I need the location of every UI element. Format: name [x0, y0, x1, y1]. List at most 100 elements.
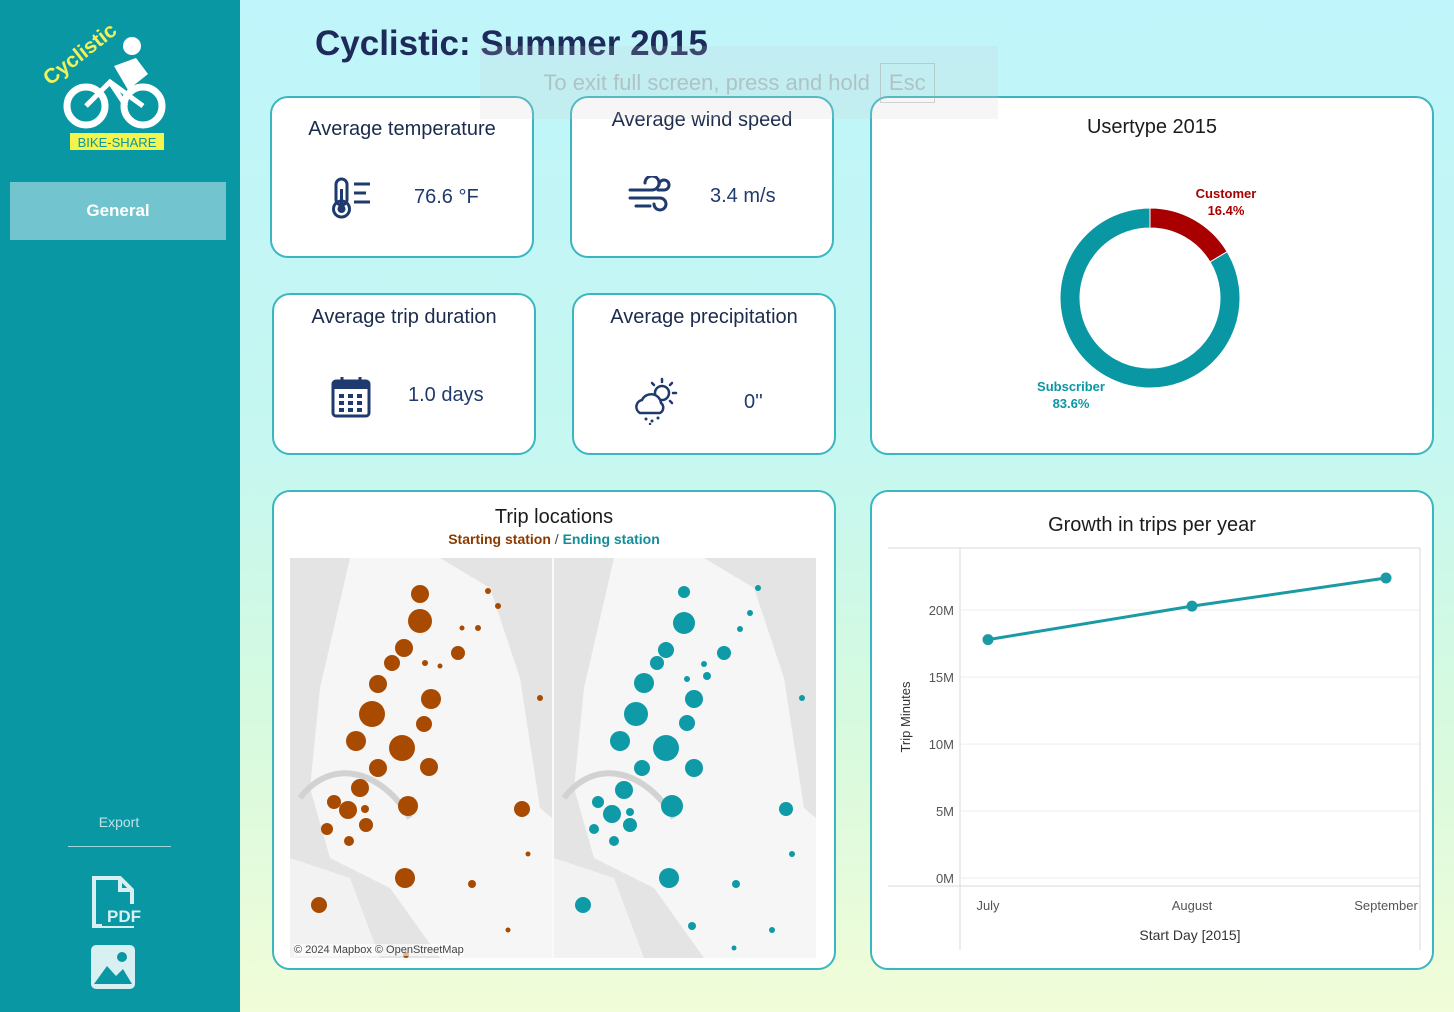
start-station-dot[interactable] [421, 689, 441, 709]
end-station-dot[interactable] [653, 735, 679, 761]
start-station-dot[interactable] [384, 655, 400, 671]
pdf-icon[interactable]: PDF [90, 874, 146, 928]
start-station-dot[interactable] [361, 805, 369, 813]
end-station-dot[interactable] [603, 805, 621, 823]
data-point[interactable] [982, 634, 994, 646]
export-label: Export [98, 814, 140, 830]
end-station-dot[interactable] [634, 673, 654, 693]
start-station-dot[interactable] [327, 795, 341, 809]
end-station-dot[interactable] [688, 922, 696, 930]
start-station-dot[interactable] [359, 701, 385, 727]
end-station-dot[interactable] [732, 880, 740, 888]
data-point[interactable] [1380, 572, 1392, 584]
end-station-dot[interactable] [661, 795, 683, 817]
map-title: Trip locations [494, 506, 614, 528]
kpi-card-wind: Average wind speed 3.4 m/s [570, 96, 834, 258]
start-station-dot[interactable] [346, 731, 366, 751]
start-station-dot[interactable] [459, 625, 465, 631]
usertype-card: Usertype 2015 Customer 16.4% Subscriber … [870, 96, 1434, 455]
start-station-dot[interactable] [422, 660, 428, 666]
growth-line-chart: 0M 5M 10M 15M 20M July August September Trip Mi… [888, 547, 1421, 950]
end-station-dot[interactable] [623, 818, 637, 832]
nav-general[interactable]: General [10, 182, 226, 240]
start-station-dot[interactable] [321, 823, 333, 835]
start-station-dot[interactable] [437, 663, 443, 669]
start-station-dot[interactable] [339, 801, 357, 819]
donut-pct-customer: 16.4% [1208, 203, 1245, 218]
end-station-dot[interactable] [799, 695, 805, 701]
start-station-dot[interactable] [369, 759, 387, 777]
map-area[interactable]: © 2024 Mapbox © OpenStreetMap [290, 558, 816, 958]
kpi-card-precipitation: Average precipitation 0'' [572, 293, 836, 455]
end-station-dot[interactable] [673, 612, 695, 634]
start-station-dot[interactable] [344, 836, 354, 846]
start-station-dot[interactable] [389, 735, 415, 761]
end-station-dot[interactable] [747, 610, 753, 616]
start-station-dot[interactable] [475, 625, 481, 631]
end-station-dot[interactable] [717, 646, 731, 660]
map-attribution[interactable]: © 2024 Mapbox © OpenStreetMap [294, 944, 464, 956]
end-station-dot[interactable] [685, 759, 703, 777]
end-station-dot[interactable] [769, 927, 775, 933]
start-station-dot[interactable] [411, 585, 429, 603]
legend-separator: / [554, 531, 559, 547]
y-tick-label: 15M [929, 670, 954, 685]
data-point[interactable] [1186, 600, 1198, 612]
start-station-dot[interactable] [495, 603, 501, 609]
dashboard-title: Cyclistic: Summer 2015 [315, 24, 708, 63]
start-station-dot[interactable] [485, 588, 491, 594]
fullscreen-hint: To exit full screen, press and hold Esc [480, 46, 998, 119]
end-station-dot[interactable] [701, 661, 707, 667]
start-station-dot[interactable] [395, 639, 413, 657]
start-station-dot[interactable] [395, 868, 415, 888]
donut-slice-subscriber[interactable] [1059, 207, 1241, 389]
start-station-dot[interactable] [514, 801, 530, 817]
end-station-dot[interactable] [685, 690, 703, 708]
start-station-dot[interactable] [376, 676, 384, 684]
start-station-dot[interactable] [359, 818, 373, 832]
end-station-dot[interactable] [789, 851, 795, 857]
end-station-dot[interactable] [626, 808, 634, 816]
start-station-dot[interactable] [416, 716, 432, 732]
end-station-dot[interactable] [615, 781, 633, 799]
start-station-dot[interactable] [311, 897, 327, 913]
kpi-value-precipitation: 0'' [744, 391, 763, 413]
start-station-dot[interactable] [537, 695, 543, 701]
y-axis-label: Trip Minutes [898, 681, 913, 753]
start-station-dot[interactable] [468, 880, 476, 888]
start-station-dot[interactable] [420, 758, 438, 776]
usertype-title: Usertype 2015 [1086, 116, 1218, 138]
station-maps[interactable] [290, 558, 816, 958]
end-station-dot[interactable] [755, 585, 761, 591]
end-station-dot[interactable] [634, 760, 650, 776]
growth-title: Growth in trips per year [1048, 514, 1256, 536]
image-icon[interactable] [90, 944, 136, 990]
start-station-dot[interactable] [351, 779, 369, 797]
end-station-dot[interactable] [731, 945, 737, 951]
end-station-dot[interactable] [678, 586, 690, 598]
start-station-dot[interactable] [525, 851, 531, 857]
pdf-label: PDF [107, 907, 141, 926]
fullscreen-hint-text: To exit full screen, press and hold [543, 69, 870, 95]
end-station-dot[interactable] [703, 672, 711, 680]
end-station-dot[interactable] [589, 824, 599, 834]
start-station-dot[interactable] [408, 609, 432, 633]
end-station-dot[interactable] [684, 676, 690, 682]
start-station-dot[interactable] [398, 796, 418, 816]
start-station-dot[interactable] [505, 927, 511, 933]
end-station-dot[interactable] [737, 626, 743, 632]
start-station-dot[interactable] [451, 646, 465, 660]
end-station-dot[interactable] [624, 702, 648, 726]
end-station-dot[interactable] [592, 796, 604, 808]
end-station-dot[interactable] [610, 731, 630, 751]
end-station-dot[interactable] [658, 642, 674, 658]
end-station-dot[interactable] [679, 715, 695, 731]
end-station-dot[interactable] [659, 868, 679, 888]
trip-locations-card: Trip locations Starting station / Ending… [272, 490, 836, 970]
end-station-dot[interactable] [779, 802, 793, 816]
x-tick-label: August [1172, 898, 1213, 913]
end-station-dot[interactable] [575, 897, 591, 913]
end-station-dot[interactable] [609, 836, 619, 846]
series-line[interactable] [987, 576, 1387, 642]
end-station-dot[interactable] [650, 656, 664, 670]
